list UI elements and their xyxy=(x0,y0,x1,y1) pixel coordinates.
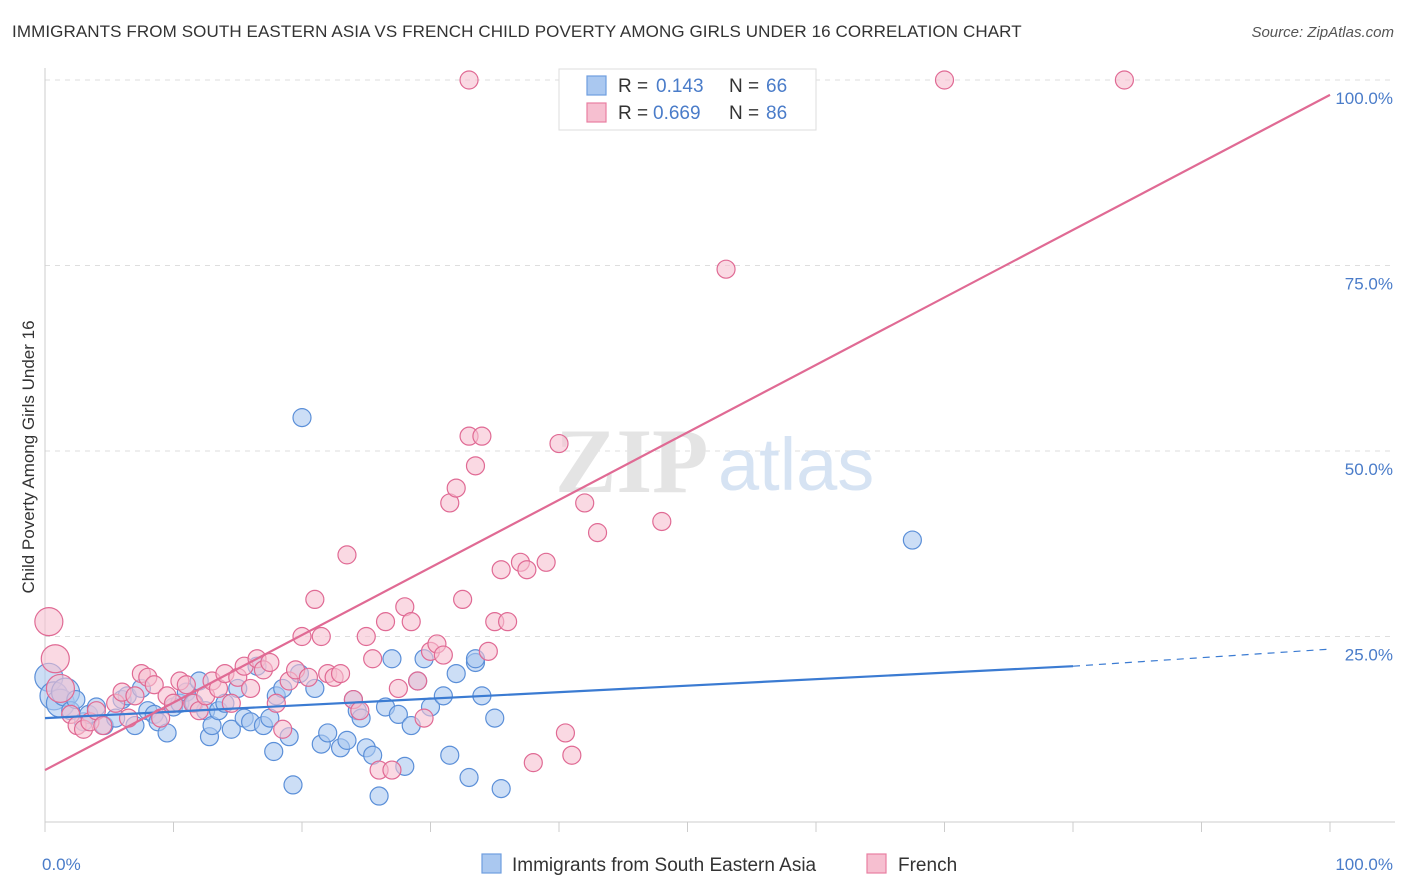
french-point-44 xyxy=(330,663,351,684)
french-point-15 xyxy=(144,675,164,695)
french-point-76 xyxy=(555,723,576,743)
immigrants-point-47 xyxy=(337,730,357,750)
trend-lines xyxy=(44,93,1331,772)
french-point-47 xyxy=(350,701,370,721)
french-point-38 xyxy=(292,626,312,647)
french-point-62 xyxy=(446,478,466,498)
legend-swatch-immigrants xyxy=(586,75,607,96)
french-point-81 xyxy=(716,259,736,279)
french-point-69 xyxy=(491,560,511,580)
french-point-63 xyxy=(453,589,473,610)
immigrants-trend-line xyxy=(44,665,1074,720)
legend-box: R = 0.143 N = 66 R = 0.669 N = 86 xyxy=(558,68,817,131)
french-point-70 xyxy=(498,612,518,632)
legend-r-value-1: 0.143 xyxy=(656,76,704,97)
french-point-41 xyxy=(311,626,331,647)
legend-n-label-2: N = xyxy=(729,103,759,124)
legend-n-label-1: N = xyxy=(729,76,759,97)
watermark-atlas: atlas xyxy=(718,423,874,506)
tick-labels: 25.0% 50.0% 75.0% 100.0% 0.0% 100.0% xyxy=(42,89,1393,874)
french-point-74 xyxy=(536,552,556,572)
french-point-11 xyxy=(118,708,139,728)
french-point-55 xyxy=(401,612,421,632)
watermark: ZIP atlas xyxy=(555,410,874,512)
source-label: Source: ZipAtlas.com xyxy=(1251,24,1394,41)
immigrants-point-40 xyxy=(283,775,303,795)
immigrants-trend-extension xyxy=(1072,648,1331,667)
french-point-1 xyxy=(40,644,70,674)
french-point-39 xyxy=(298,667,319,687)
y-tick-label-2: 75.0% xyxy=(1345,275,1393,294)
x-tick-label-0: 0.0% xyxy=(42,855,81,874)
legend-r-label-1: R = xyxy=(618,76,648,97)
bottom-legend-swatch-immigrants xyxy=(481,853,502,874)
french-point-72 xyxy=(517,560,537,580)
french-point-33 xyxy=(260,652,280,673)
french-point-8 xyxy=(93,715,113,736)
french-point-53 xyxy=(388,678,408,699)
immigrants-point-55 xyxy=(382,649,402,669)
french-point-66 xyxy=(472,426,492,446)
french-point-67 xyxy=(478,641,498,661)
french-point-20 xyxy=(176,675,196,695)
french-point-77 xyxy=(562,745,582,765)
french-point-12 xyxy=(125,686,145,706)
french-point-80 xyxy=(652,511,672,532)
legend-n-value-2: 86 xyxy=(766,103,787,124)
french-point-73 xyxy=(523,753,543,773)
bottom-legend-swatch-french xyxy=(866,853,887,874)
series-french-points xyxy=(34,70,1135,780)
french-point-35 xyxy=(273,719,293,739)
grid-lines xyxy=(45,79,1395,637)
legend-r-value-2: 0.669 xyxy=(653,103,701,124)
french-point-30 xyxy=(241,678,261,699)
immigrants-point-69 xyxy=(485,708,505,728)
bottom-legend-label-french: French xyxy=(898,855,957,876)
legend-swatch-french xyxy=(586,102,607,123)
french-point-49 xyxy=(363,649,383,669)
french-point-82 xyxy=(459,70,479,90)
french-point-2 xyxy=(45,673,76,704)
immigrants-point-29 xyxy=(221,719,241,739)
chart-title: IMMIGRANTS FROM SOUTH EASTERN ASIA VS FR… xyxy=(12,22,1022,41)
french-point-52 xyxy=(382,760,402,780)
french-point-45 xyxy=(337,545,357,565)
french-point-75 xyxy=(549,433,569,454)
french-point-51 xyxy=(375,612,396,632)
french-point-60 xyxy=(433,645,453,665)
french-trend-line xyxy=(44,93,1331,772)
french-point-57 xyxy=(414,708,434,728)
french-point-65 xyxy=(465,456,486,476)
immigrants-point-70 xyxy=(491,779,511,799)
y-tick-label-1: 50.0% xyxy=(1345,460,1393,479)
immigrants-point-71 xyxy=(902,530,922,550)
bottom-legend-label-immigrants: Immigrants from South Eastern Asia xyxy=(512,855,817,876)
french-point-48 xyxy=(356,626,376,647)
french-point-83 xyxy=(934,70,955,90)
legend-n-value-1: 66 xyxy=(766,76,787,97)
immigrants-point-65 xyxy=(459,767,479,788)
french-point-34 xyxy=(266,693,286,713)
french-point-84 xyxy=(1114,70,1135,90)
french-point-78 xyxy=(575,493,595,513)
immigrants-point-56 xyxy=(388,704,408,725)
immigrants-point-45 xyxy=(318,723,338,743)
french-point-0 xyxy=(34,607,64,637)
y-tick-label-3: 100.0% xyxy=(1335,89,1393,108)
immigrants-point-42 xyxy=(292,408,312,428)
immigrants-point-36 xyxy=(264,741,284,762)
immigrants-point-63 xyxy=(440,745,460,765)
french-point-56 xyxy=(408,671,428,691)
y-tick-label-0: 25.0% xyxy=(1345,646,1393,665)
french-point-40 xyxy=(305,589,325,610)
legend-r-label-2: R = xyxy=(618,103,648,124)
y-axis-label: Child Poverty Among Girls Under 16 xyxy=(19,320,38,593)
x-tick-label-1: 100.0% xyxy=(1335,855,1393,874)
immigrants-point-62 xyxy=(433,686,453,706)
bottom-legend: Immigrants from South Eastern Asia Frenc… xyxy=(481,853,957,876)
immigrants-point-53 xyxy=(369,786,389,806)
immigrants-point-64 xyxy=(446,663,466,684)
french-point-79 xyxy=(587,523,608,543)
